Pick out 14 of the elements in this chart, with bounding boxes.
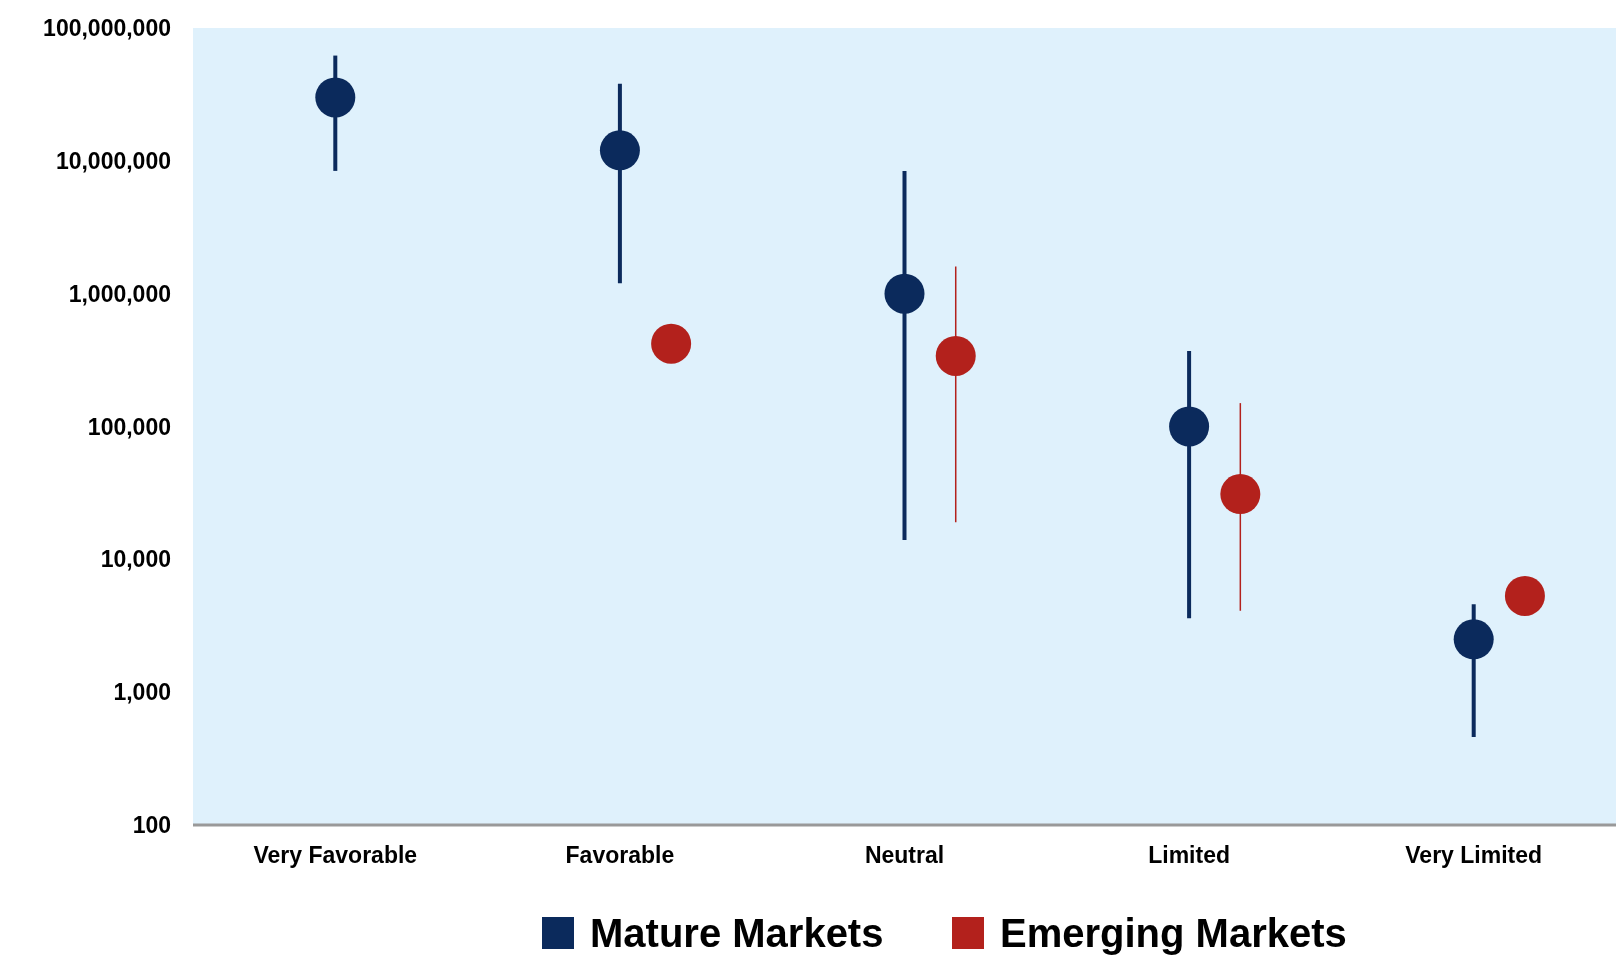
x-tick-label: Very Limited bbox=[1405, 842, 1543, 868]
x-tick-label: Very Favorable bbox=[253, 842, 418, 868]
y-tick-label: 100,000,000 bbox=[43, 15, 171, 42]
legend-label: Emerging Markets bbox=[1000, 911, 1347, 955]
y-tick-label: 1,000,000 bbox=[68, 280, 171, 307]
x-tick-label: Neutral bbox=[864, 842, 945, 868]
x-tick-label: Favorable bbox=[565, 842, 675, 868]
legend-label: Mature Markets bbox=[590, 911, 884, 955]
y-tick-label: 100 bbox=[132, 812, 171, 839]
y-tick-label: 100,000 bbox=[87, 413, 171, 440]
x-tick-label: Limited bbox=[1148, 842, 1230, 868]
y-tick-label: 10,000,000 bbox=[55, 147, 171, 174]
y-tick-label: 1,000 bbox=[113, 679, 171, 706]
y-tick-label: 10,000 bbox=[100, 546, 171, 573]
